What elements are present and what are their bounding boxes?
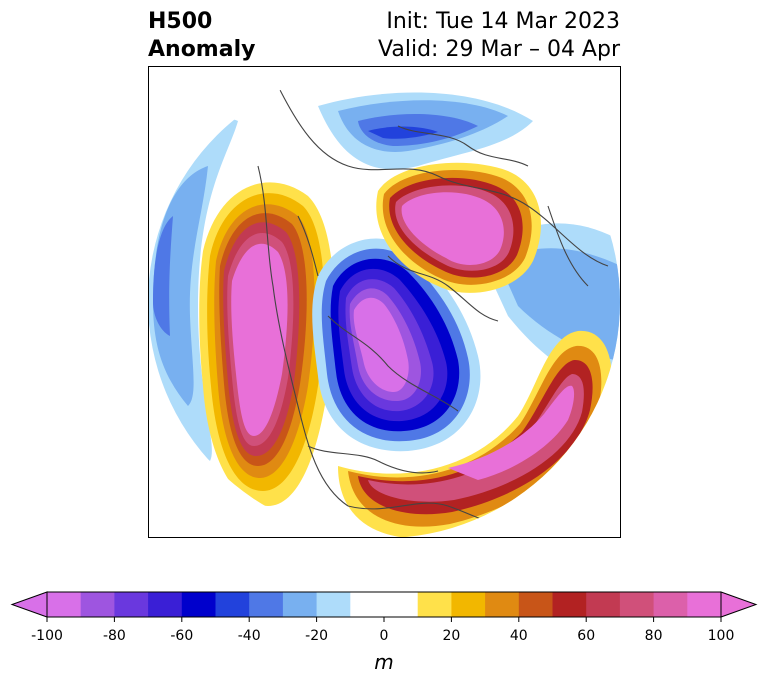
colorbar-tick-label: 0 — [380, 628, 389, 644]
colorbar-extend-low — [10, 591, 48, 618]
colorbar-swatch — [215, 592, 250, 617]
title-anomaly: Anomaly — [148, 37, 256, 62]
colorbar-swatches — [47, 592, 722, 617]
colorbar-extend-high — [720, 591, 758, 618]
colorbar-swatch — [282, 592, 318, 617]
colorbar-swatch — [687, 592, 722, 617]
coastlines — [257, 85, 609, 530]
anomaly-fill — [148, 66, 620, 538]
colorbar: -100 -80 -60 -40 -20 0 20 40 60 80 100 m — [10, 591, 758, 674]
colorbar-swatch — [249, 592, 284, 617]
anomaly-map — [148, 66, 621, 538]
colorbar-swatch — [148, 592, 183, 617]
colorbar-tick-label: 60 — [577, 628, 595, 644]
colorbar-tick-label: 40 — [510, 628, 528, 644]
colorbar-tick-label: 20 — [442, 628, 460, 644]
colorbar-swatch — [417, 592, 452, 617]
colorbar-swatch — [80, 592, 115, 617]
colorbar-swatch — [518, 592, 553, 617]
colorbar-tick-label: -60 — [170, 628, 193, 644]
colorbar-swatch — [653, 592, 688, 617]
title-variable: H500 — [148, 9, 213, 34]
colorbar-swatch — [47, 592, 82, 617]
title-right: Init: Tue 14 Mar 2023 Valid: 29 Mar – 04… — [378, 8, 620, 64]
colorbar-swatch — [552, 592, 587, 617]
title-left: H500 Anomaly — [148, 8, 255, 64]
colorbar-tick-label: 100 — [708, 628, 735, 644]
colorbar-tick-label: 80 — [645, 628, 663, 644]
colorbar-tick-label: -20 — [305, 628, 328, 644]
colorbar-tick-label: -40 — [238, 628, 261, 644]
colorbar-swatch — [619, 592, 655, 617]
colorbar-tick-label: -80 — [103, 628, 126, 644]
init-date: Init: Tue 14 Mar 2023 — [386, 9, 620, 34]
colorbar-unit-label: m — [374, 650, 393, 674]
colorbar-swatch — [181, 592, 216, 617]
colorbar-swatch — [586, 592, 621, 617]
colorbar-tick-label: -100 — [31, 628, 63, 644]
colorbar-swatch — [485, 592, 520, 617]
colorbar-swatch — [114, 592, 149, 617]
valid-range: Valid: 29 Mar – 04 Apr — [378, 37, 620, 62]
colorbar-swatch — [350, 592, 385, 617]
colorbar-ticks: -100 -80 -60 -40 -20 0 20 40 60 80 100 — [31, 617, 734, 644]
map-frame — [148, 66, 621, 538]
colorbar-swatch — [316, 592, 351, 617]
colorbar-swatch — [451, 592, 486, 617]
colorbar-swatch — [384, 592, 419, 617]
